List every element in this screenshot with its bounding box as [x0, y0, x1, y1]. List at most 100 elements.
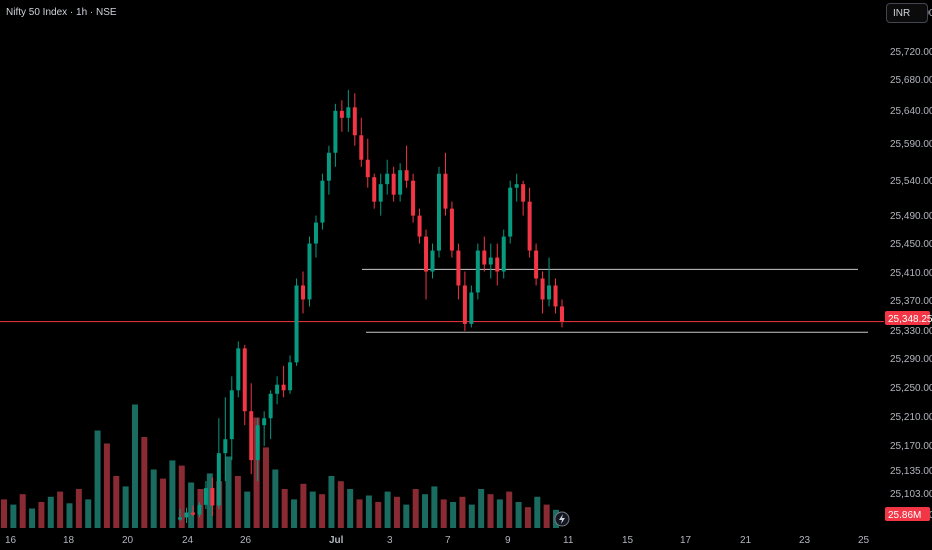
volume-bar	[412, 489, 419, 528]
candle-body	[495, 257, 500, 272]
volume-bar	[356, 499, 363, 528]
x-tick-label: 21	[740, 535, 752, 546]
y-tick-label: 25,490.00	[890, 211, 932, 222]
volume-bar	[328, 476, 335, 528]
candle-body	[223, 439, 228, 454]
volume-bar	[29, 508, 36, 528]
volume-badge-label: 25.86M	[888, 510, 921, 521]
candle-body	[430, 250, 435, 272]
volume-bar	[365, 495, 372, 528]
candle-body	[540, 278, 545, 300]
chart-title: Nifty 50 Index · 1h · NSE	[6, 7, 117, 18]
price-badge-label: 25,348.25	[888, 314, 932, 325]
volume-bar	[206, 473, 213, 528]
currency-button[interactable]: INR	[886, 3, 928, 23]
volume-bar	[291, 499, 298, 528]
volume-bar	[506, 491, 513, 528]
candle-body	[294, 285, 299, 363]
candle-body	[443, 173, 448, 209]
volume-bars	[1, 404, 559, 528]
y-tick-label: 25,210.00	[890, 412, 932, 423]
volume-bar	[543, 504, 550, 528]
volume-bar	[431, 486, 438, 528]
x-tick-label: 9	[505, 535, 511, 546]
y-tick-label: 25,290.00	[890, 354, 932, 365]
candle-body	[339, 110, 344, 118]
candle-body	[236, 348, 241, 391]
x-tick-label: 3	[387, 535, 393, 546]
candle-body	[553, 285, 558, 307]
candle-body	[249, 411, 254, 461]
volume-bar	[38, 502, 45, 528]
lightning-icon[interactable]	[554, 511, 570, 527]
candle-body	[216, 453, 221, 506]
candle-body	[456, 250, 461, 286]
candle-body	[242, 348, 247, 412]
candle-body	[275, 384, 280, 394]
volume-bar	[403, 504, 410, 528]
volume-bar	[478, 489, 485, 528]
volume-bar	[225, 456, 232, 528]
candle-body	[326, 152, 331, 181]
x-tick-label: 25	[858, 535, 870, 546]
candle-body	[436, 173, 441, 251]
y-tick-label: 25,330.00	[890, 326, 932, 337]
volume-bar	[515, 502, 522, 528]
candle-body	[462, 285, 467, 324]
candle-body	[534, 250, 539, 279]
volume-bar	[131, 404, 138, 528]
candle-body	[385, 173, 390, 185]
volume-bar	[253, 417, 260, 528]
candle-body	[514, 184, 519, 188]
candle-body	[333, 110, 338, 153]
x-tick-label: Jul	[329, 535, 344, 546]
candle-body	[378, 184, 383, 202]
volume-bar	[178, 465, 185, 528]
volume-bar	[57, 491, 64, 528]
volume-bar	[319, 494, 326, 528]
volume-bar	[1, 499, 7, 528]
x-tick-label: 16	[5, 535, 17, 546]
candle-body	[262, 418, 267, 426]
candle-body	[508, 187, 513, 237]
volume-bar	[309, 491, 316, 528]
y-tick-label: 25,250.00	[890, 383, 932, 394]
candle-body	[178, 517, 182, 520]
volume-bar	[262, 447, 269, 528]
volume-bar	[347, 489, 354, 528]
y-tick-label: 25,170.00	[890, 441, 932, 452]
volume-bar	[113, 476, 120, 528]
y-tick-label: 25,135.00	[890, 466, 932, 477]
y-tick-label: 25,680.00	[890, 75, 932, 86]
x-tick-label: 7	[445, 535, 451, 546]
volume-bar	[244, 491, 251, 528]
candle-body	[352, 107, 357, 136]
candle-body	[281, 384, 286, 391]
candles	[178, 89, 564, 524]
x-tick-label: 17	[680, 535, 692, 546]
volume-bar	[150, 469, 157, 528]
volume-bar	[450, 502, 457, 528]
candle-body	[501, 236, 506, 272]
volume-bar	[337, 481, 344, 528]
candle-body	[488, 257, 493, 265]
x-tick-label: 24	[182, 535, 194, 546]
volume-bar	[468, 504, 475, 528]
volume-bar	[122, 486, 129, 528]
candle-body	[469, 292, 474, 324]
volume-bar	[375, 502, 382, 528]
horizontal-lines	[0, 268, 884, 333]
candle-body	[391, 173, 396, 195]
candle-body	[475, 250, 480, 293]
y-tick-label: 25,450.00	[890, 239, 932, 250]
candle-body	[255, 425, 260, 461]
candle-body	[203, 488, 208, 505]
volume-bar	[487, 494, 494, 528]
candle-body	[411, 180, 416, 216]
candle-body	[288, 362, 293, 391]
volume-bar	[393, 496, 400, 528]
volume-bar	[272, 469, 279, 528]
candle-body	[313, 222, 318, 244]
y-tick-label: 25,410.00	[890, 268, 932, 279]
